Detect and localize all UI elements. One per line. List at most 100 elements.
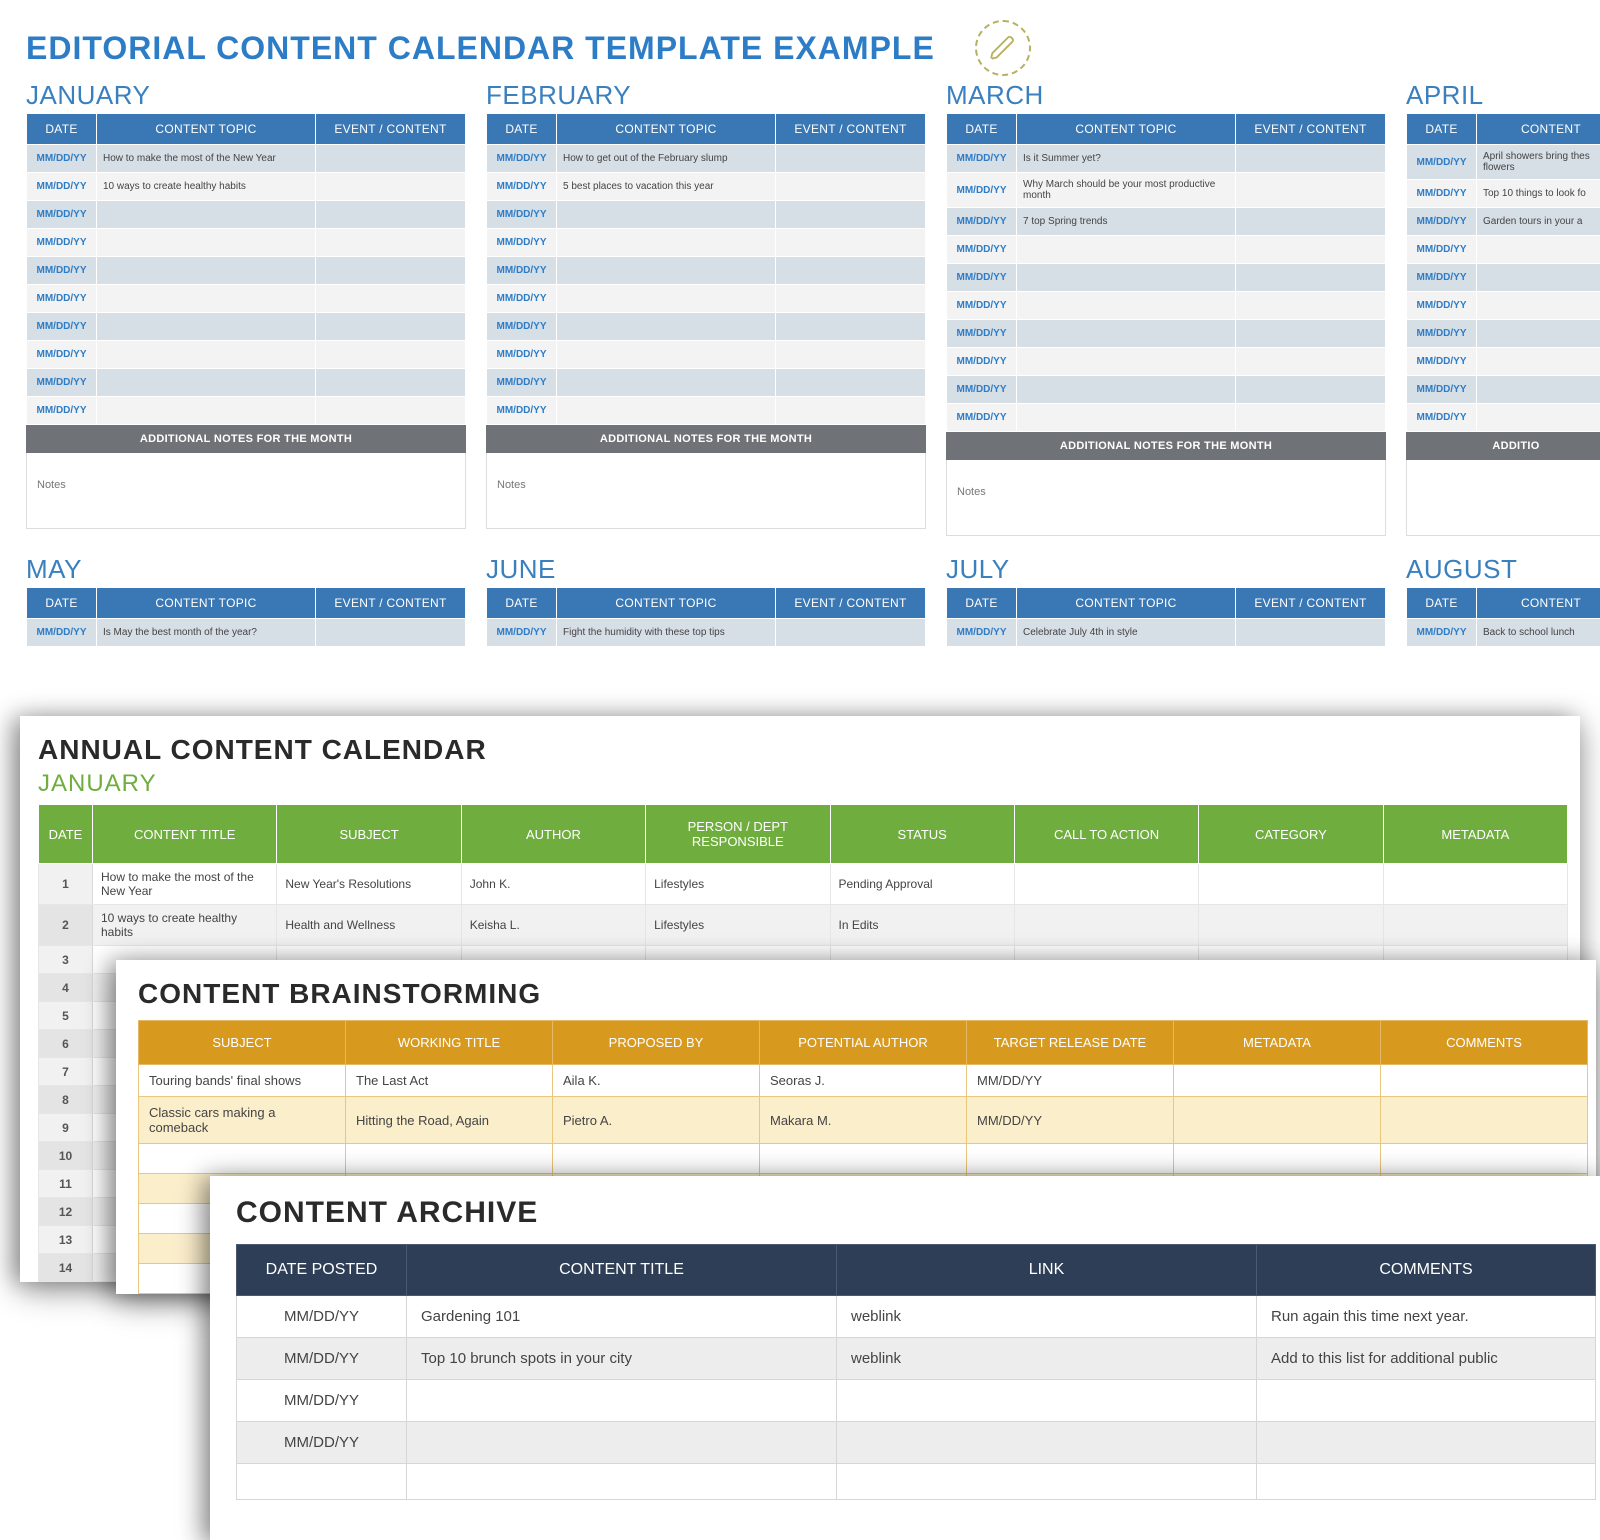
date-cell[interactable]: MM/DD/YY bbox=[947, 264, 1017, 292]
date-cell[interactable]: MM/DD/YY bbox=[1407, 145, 1477, 180]
date-cell[interactable]: MM/DD/YY bbox=[487, 313, 557, 341]
topic-cell[interactable] bbox=[1017, 264, 1236, 292]
cell[interactable]: Add to this list for additional public bbox=[1257, 1338, 1596, 1380]
cell[interactable]: 10 bbox=[39, 1142, 93, 1170]
date-cell[interactable]: MM/DD/YY bbox=[487, 341, 557, 369]
cell[interactable] bbox=[1014, 905, 1198, 946]
date-cell[interactable]: MM/DD/YY bbox=[1407, 208, 1477, 236]
cell[interactable] bbox=[407, 1464, 837, 1500]
cell[interactable]: Gardening 101 bbox=[407, 1296, 837, 1338]
notes-body[interactable]: Notes bbox=[946, 460, 1386, 536]
cell[interactable] bbox=[1383, 864, 1567, 905]
topic-cell[interactable] bbox=[97, 341, 316, 369]
cell[interactable]: 2 bbox=[39, 905, 93, 946]
date-cell[interactable]: MM/DD/YY bbox=[947, 173, 1017, 208]
cell[interactable] bbox=[407, 1422, 837, 1464]
cell[interactable]: New Year's Resolutions bbox=[277, 864, 461, 905]
date-cell[interactable]: MM/DD/YY bbox=[947, 619, 1017, 647]
cell[interactable] bbox=[139, 1144, 346, 1174]
date-cell[interactable]: MM/DD/YY bbox=[487, 201, 557, 229]
cell[interactable]: Top 10 brunch spots in your city bbox=[407, 1338, 837, 1380]
cell[interactable]: Pietro A. bbox=[553, 1097, 760, 1144]
topic-cell[interactable]: 5 best places to vacation this year bbox=[557, 173, 776, 201]
cell[interactable]: Makara M. bbox=[760, 1097, 967, 1144]
date-cell[interactable]: MM/DD/YY bbox=[27, 313, 97, 341]
topic-cell[interactable] bbox=[557, 369, 776, 397]
cell[interactable] bbox=[1381, 1065, 1588, 1097]
date-cell[interactable]: MM/DD/YY bbox=[1407, 404, 1477, 432]
cell[interactable]: 3 bbox=[39, 946, 93, 974]
cell[interactable]: weblink bbox=[837, 1296, 1257, 1338]
cell[interactable]: Lifestyles bbox=[646, 864, 830, 905]
topic-cell[interactable] bbox=[1017, 292, 1236, 320]
topic-cell[interactable]: Why March should be your most productive… bbox=[1017, 173, 1236, 208]
event-cell[interactable] bbox=[1236, 376, 1386, 404]
event-cell[interactable] bbox=[1236, 292, 1386, 320]
topic-cell[interactable]: Top 10 things to look fo bbox=[1477, 180, 1600, 208]
event-cell[interactable] bbox=[316, 369, 466, 397]
event-cell[interactable] bbox=[776, 285, 926, 313]
notes-body[interactable]: Notes bbox=[486, 453, 926, 529]
topic-cell[interactable] bbox=[557, 313, 776, 341]
topic-cell[interactable]: Garden tours in your a bbox=[1477, 208, 1600, 236]
cell[interactable] bbox=[1014, 864, 1198, 905]
cell[interactable]: How to make the most of the New Year bbox=[93, 864, 277, 905]
cell[interactable] bbox=[1383, 905, 1567, 946]
event-cell[interactable] bbox=[776, 369, 926, 397]
topic-cell[interactable] bbox=[97, 201, 316, 229]
event-cell[interactable] bbox=[1236, 208, 1386, 236]
date-cell[interactable]: MM/DD/YY bbox=[487, 229, 557, 257]
date-cell[interactable]: MM/DD/YY bbox=[1407, 180, 1477, 208]
notes-body[interactable]: Notes bbox=[26, 453, 466, 529]
cell[interactable]: Seoras J. bbox=[760, 1065, 967, 1097]
cell[interactable]: MM/DD/YY bbox=[237, 1338, 407, 1380]
date-cell[interactable]: MM/DD/YY bbox=[947, 376, 1017, 404]
cell[interactable]: 14 bbox=[39, 1254, 93, 1282]
date-cell[interactable]: MM/DD/YY bbox=[947, 348, 1017, 376]
topic-cell[interactable] bbox=[97, 257, 316, 285]
topic-cell[interactable] bbox=[97, 313, 316, 341]
event-cell[interactable] bbox=[316, 201, 466, 229]
cell[interactable]: Run again this time next year. bbox=[1257, 1296, 1596, 1338]
cell[interactable]: 11 bbox=[39, 1170, 93, 1198]
topic-cell[interactable] bbox=[1477, 264, 1600, 292]
topic-cell[interactable] bbox=[1017, 376, 1236, 404]
event-cell[interactable] bbox=[1236, 404, 1386, 432]
topic-cell[interactable] bbox=[557, 341, 776, 369]
date-cell[interactable]: MM/DD/YY bbox=[487, 285, 557, 313]
date-cell[interactable]: MM/DD/YY bbox=[487, 145, 557, 173]
cell[interactable]: Health and Wellness bbox=[277, 905, 461, 946]
topic-cell[interactable]: Is it Summer yet? bbox=[1017, 145, 1236, 173]
date-cell[interactable]: MM/DD/YY bbox=[1407, 320, 1477, 348]
event-cell[interactable] bbox=[1236, 173, 1386, 208]
topic-cell[interactable] bbox=[1477, 320, 1600, 348]
cell[interactable]: MM/DD/YY bbox=[237, 1422, 407, 1464]
topic-cell[interactable]: 7 top Spring trends bbox=[1017, 208, 1236, 236]
cell[interactable]: 10 ways to create healthy habits bbox=[93, 905, 277, 946]
cell[interactable]: Lifestyles bbox=[646, 905, 830, 946]
event-cell[interactable] bbox=[776, 619, 926, 647]
event-cell[interactable] bbox=[316, 313, 466, 341]
date-cell[interactable]: MM/DD/YY bbox=[487, 173, 557, 201]
cell[interactable] bbox=[1257, 1422, 1596, 1464]
date-cell[interactable]: MM/DD/YY bbox=[27, 145, 97, 173]
cell[interactable] bbox=[1257, 1380, 1596, 1422]
cell[interactable]: The Last Act bbox=[346, 1065, 553, 1097]
cell[interactable] bbox=[1257, 1464, 1596, 1500]
cell[interactable] bbox=[346, 1144, 553, 1174]
cell[interactable]: Hitting the Road, Again bbox=[346, 1097, 553, 1144]
date-cell[interactable]: MM/DD/YY bbox=[947, 236, 1017, 264]
event-cell[interactable] bbox=[776, 257, 926, 285]
cell[interactable] bbox=[967, 1144, 1174, 1174]
date-cell[interactable]: MM/DD/YY bbox=[27, 341, 97, 369]
date-cell[interactable]: MM/DD/YY bbox=[947, 145, 1017, 173]
event-cell[interactable] bbox=[776, 201, 926, 229]
topic-cell[interactable] bbox=[1477, 348, 1600, 376]
topic-cell[interactable] bbox=[97, 397, 316, 425]
date-cell[interactable]: MM/DD/YY bbox=[1407, 292, 1477, 320]
event-cell[interactable] bbox=[316, 229, 466, 257]
cell[interactable]: 13 bbox=[39, 1226, 93, 1254]
topic-cell[interactable] bbox=[557, 229, 776, 257]
cell[interactable] bbox=[1381, 1097, 1588, 1144]
cell[interactable]: 9 bbox=[39, 1114, 93, 1142]
